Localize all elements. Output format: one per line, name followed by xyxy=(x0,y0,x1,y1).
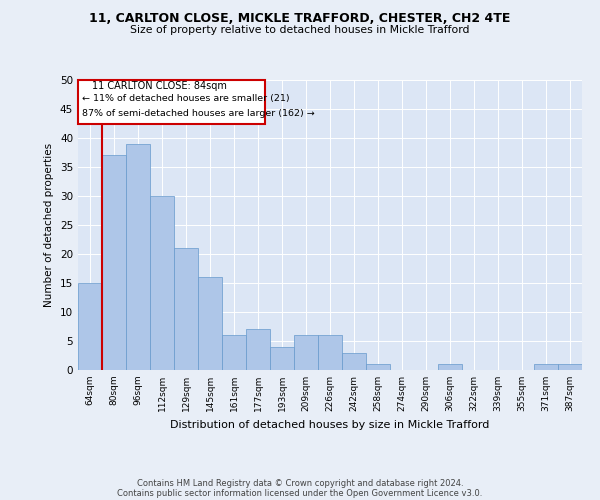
Bar xyxy=(198,277,222,370)
Bar xyxy=(438,364,462,370)
Text: ← 11% of detached houses are smaller (21): ← 11% of detached houses are smaller (21… xyxy=(82,94,289,103)
Bar xyxy=(342,352,366,370)
X-axis label: Distribution of detached houses by size in Mickle Trafford: Distribution of detached houses by size … xyxy=(170,420,490,430)
Bar xyxy=(366,364,390,370)
Bar xyxy=(294,335,318,370)
Text: Size of property relative to detached houses in Mickle Trafford: Size of property relative to detached ho… xyxy=(130,25,470,35)
Bar xyxy=(222,335,246,370)
Text: 11, CARLTON CLOSE, MICKLE TRAFFORD, CHESTER, CH2 4TE: 11, CARLTON CLOSE, MICKLE TRAFFORD, CHES… xyxy=(89,12,511,26)
Bar xyxy=(534,364,558,370)
Bar xyxy=(558,364,582,370)
Bar xyxy=(102,156,126,370)
Bar xyxy=(78,80,265,124)
Bar xyxy=(126,144,150,370)
Bar xyxy=(78,283,102,370)
Bar xyxy=(270,347,294,370)
Text: 11 CARLTON CLOSE: 84sqm: 11 CARLTON CLOSE: 84sqm xyxy=(92,81,227,91)
Text: Contains HM Land Registry data © Crown copyright and database right 2024.: Contains HM Land Registry data © Crown c… xyxy=(137,479,463,488)
Bar xyxy=(150,196,174,370)
Bar xyxy=(318,335,342,370)
Text: 87% of semi-detached houses are larger (162) →: 87% of semi-detached houses are larger (… xyxy=(82,108,314,118)
Bar xyxy=(246,330,270,370)
Text: Contains public sector information licensed under the Open Government Licence v3: Contains public sector information licen… xyxy=(118,489,482,498)
Y-axis label: Number of detached properties: Number of detached properties xyxy=(44,143,55,307)
Bar xyxy=(174,248,198,370)
